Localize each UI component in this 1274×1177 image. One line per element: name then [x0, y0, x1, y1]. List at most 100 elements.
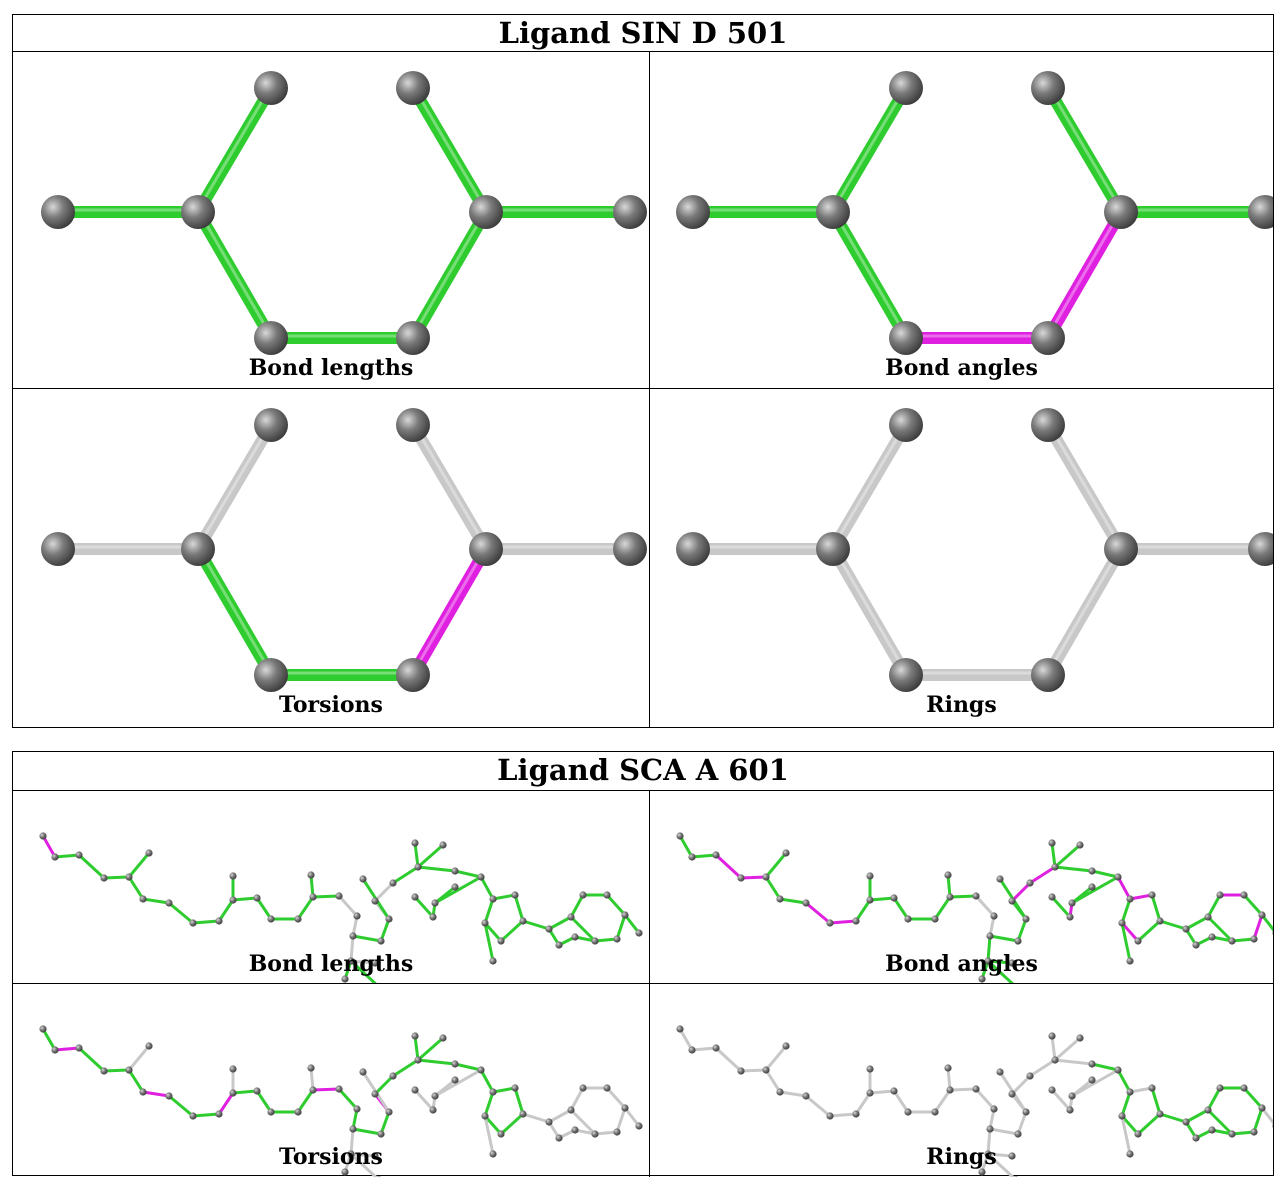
atom — [519, 1110, 527, 1118]
bond — [827, 206, 912, 344]
atom — [996, 875, 1004, 883]
atom — [782, 849, 790, 857]
bond — [1116, 875, 1132, 901]
bond — [77, 1046, 106, 1073]
atom — [1068, 899, 1076, 907]
bond — [349, 934, 355, 963]
atom — [1156, 1110, 1164, 1118]
atom — [1068, 1092, 1076, 1100]
atom — [984, 957, 992, 965]
bond — [349, 959, 377, 983]
bond — [391, 865, 420, 885]
atom — [1228, 1130, 1236, 1138]
atom — [1022, 915, 1030, 923]
atom — [497, 937, 505, 945]
atom — [635, 1122, 643, 1130]
atom — [341, 1168, 349, 1176]
atom — [1208, 1126, 1216, 1134]
bond — [778, 1090, 808, 1098]
bond — [1028, 865, 1057, 885]
atom — [1088, 1060, 1096, 1068]
bond — [127, 875, 145, 901]
bond — [1028, 1058, 1057, 1078]
bond — [167, 1094, 195, 1118]
panel-bond-angles: Bond angles — [650, 52, 1273, 388]
atom — [866, 872, 874, 880]
bond — [127, 1044, 151, 1072]
atom — [307, 871, 315, 879]
atom — [451, 883, 459, 891]
atom — [782, 1042, 790, 1050]
bond-highlight — [196, 421, 273, 549]
bond — [491, 1086, 517, 1094]
bond — [1150, 1086, 1162, 1116]
bond — [1050, 1034, 1057, 1062]
atom — [75, 1044, 83, 1052]
bond — [416, 1036, 445, 1062]
bond — [416, 1058, 457, 1066]
atom — [1048, 839, 1056, 847]
bond — [948, 894, 978, 899]
bond — [255, 1089, 273, 1114]
bond — [854, 1091, 872, 1116]
atom — [1192, 1134, 1200, 1142]
bond — [868, 896, 896, 902]
atom — [347, 1150, 355, 1158]
panel-caption: Bond angles — [885, 951, 1038, 977]
bond — [231, 896, 259, 902]
atom — [712, 851, 720, 859]
atom — [489, 895, 497, 903]
atom — [555, 941, 563, 949]
bond — [690, 853, 718, 859]
bond — [413, 1088, 435, 1112]
bond — [615, 913, 627, 941]
atom — [978, 1168, 986, 1176]
bond — [1128, 893, 1154, 901]
bond — [483, 921, 495, 963]
bond — [854, 898, 872, 923]
atom — [1026, 1072, 1034, 1080]
atom — [972, 1085, 980, 1093]
atom — [972, 892, 980, 900]
bond — [605, 1086, 627, 1110]
bond — [892, 1089, 910, 1114]
divider — [13, 388, 1273, 389]
atom — [866, 1089, 874, 1097]
bond — [453, 869, 483, 879]
atom — [1008, 897, 1016, 905]
atom — [481, 1112, 489, 1120]
bond — [1120, 897, 1132, 925]
bond — [1120, 1114, 1132, 1156]
bond — [483, 897, 495, 925]
ligand-table-sca: Ligand SCA A 601 Bond lengths Bond angle… — [12, 751, 1274, 1177]
atom — [253, 894, 261, 902]
bond — [309, 1066, 315, 1092]
bond — [416, 843, 445, 869]
bond — [827, 82, 912, 218]
bond-highlight — [1046, 208, 1123, 338]
atom — [1014, 1130, 1022, 1138]
bond — [483, 1114, 503, 1136]
bond — [309, 873, 315, 899]
atom — [890, 894, 898, 902]
atom — [1126, 1088, 1134, 1096]
panel-caption: Bond angles — [885, 355, 1038, 381]
bond — [483, 1114, 495, 1156]
bond — [827, 543, 912, 681]
atom — [411, 1032, 419, 1040]
panel-torsions: Torsions — [13, 389, 649, 727]
bond-highlight — [411, 421, 488, 549]
bond — [1120, 1114, 1140, 1136]
bond — [192, 419, 277, 555]
bond — [192, 82, 277, 218]
atom — [889, 71, 923, 105]
bond — [1042, 82, 1127, 218]
bond — [986, 959, 1014, 983]
bond — [1252, 1106, 1264, 1134]
atom — [125, 873, 133, 881]
atom — [890, 1087, 898, 1095]
bond — [373, 881, 395, 903]
bond — [1053, 865, 1094, 873]
bond — [892, 896, 910, 921]
bond — [1150, 893, 1162, 923]
